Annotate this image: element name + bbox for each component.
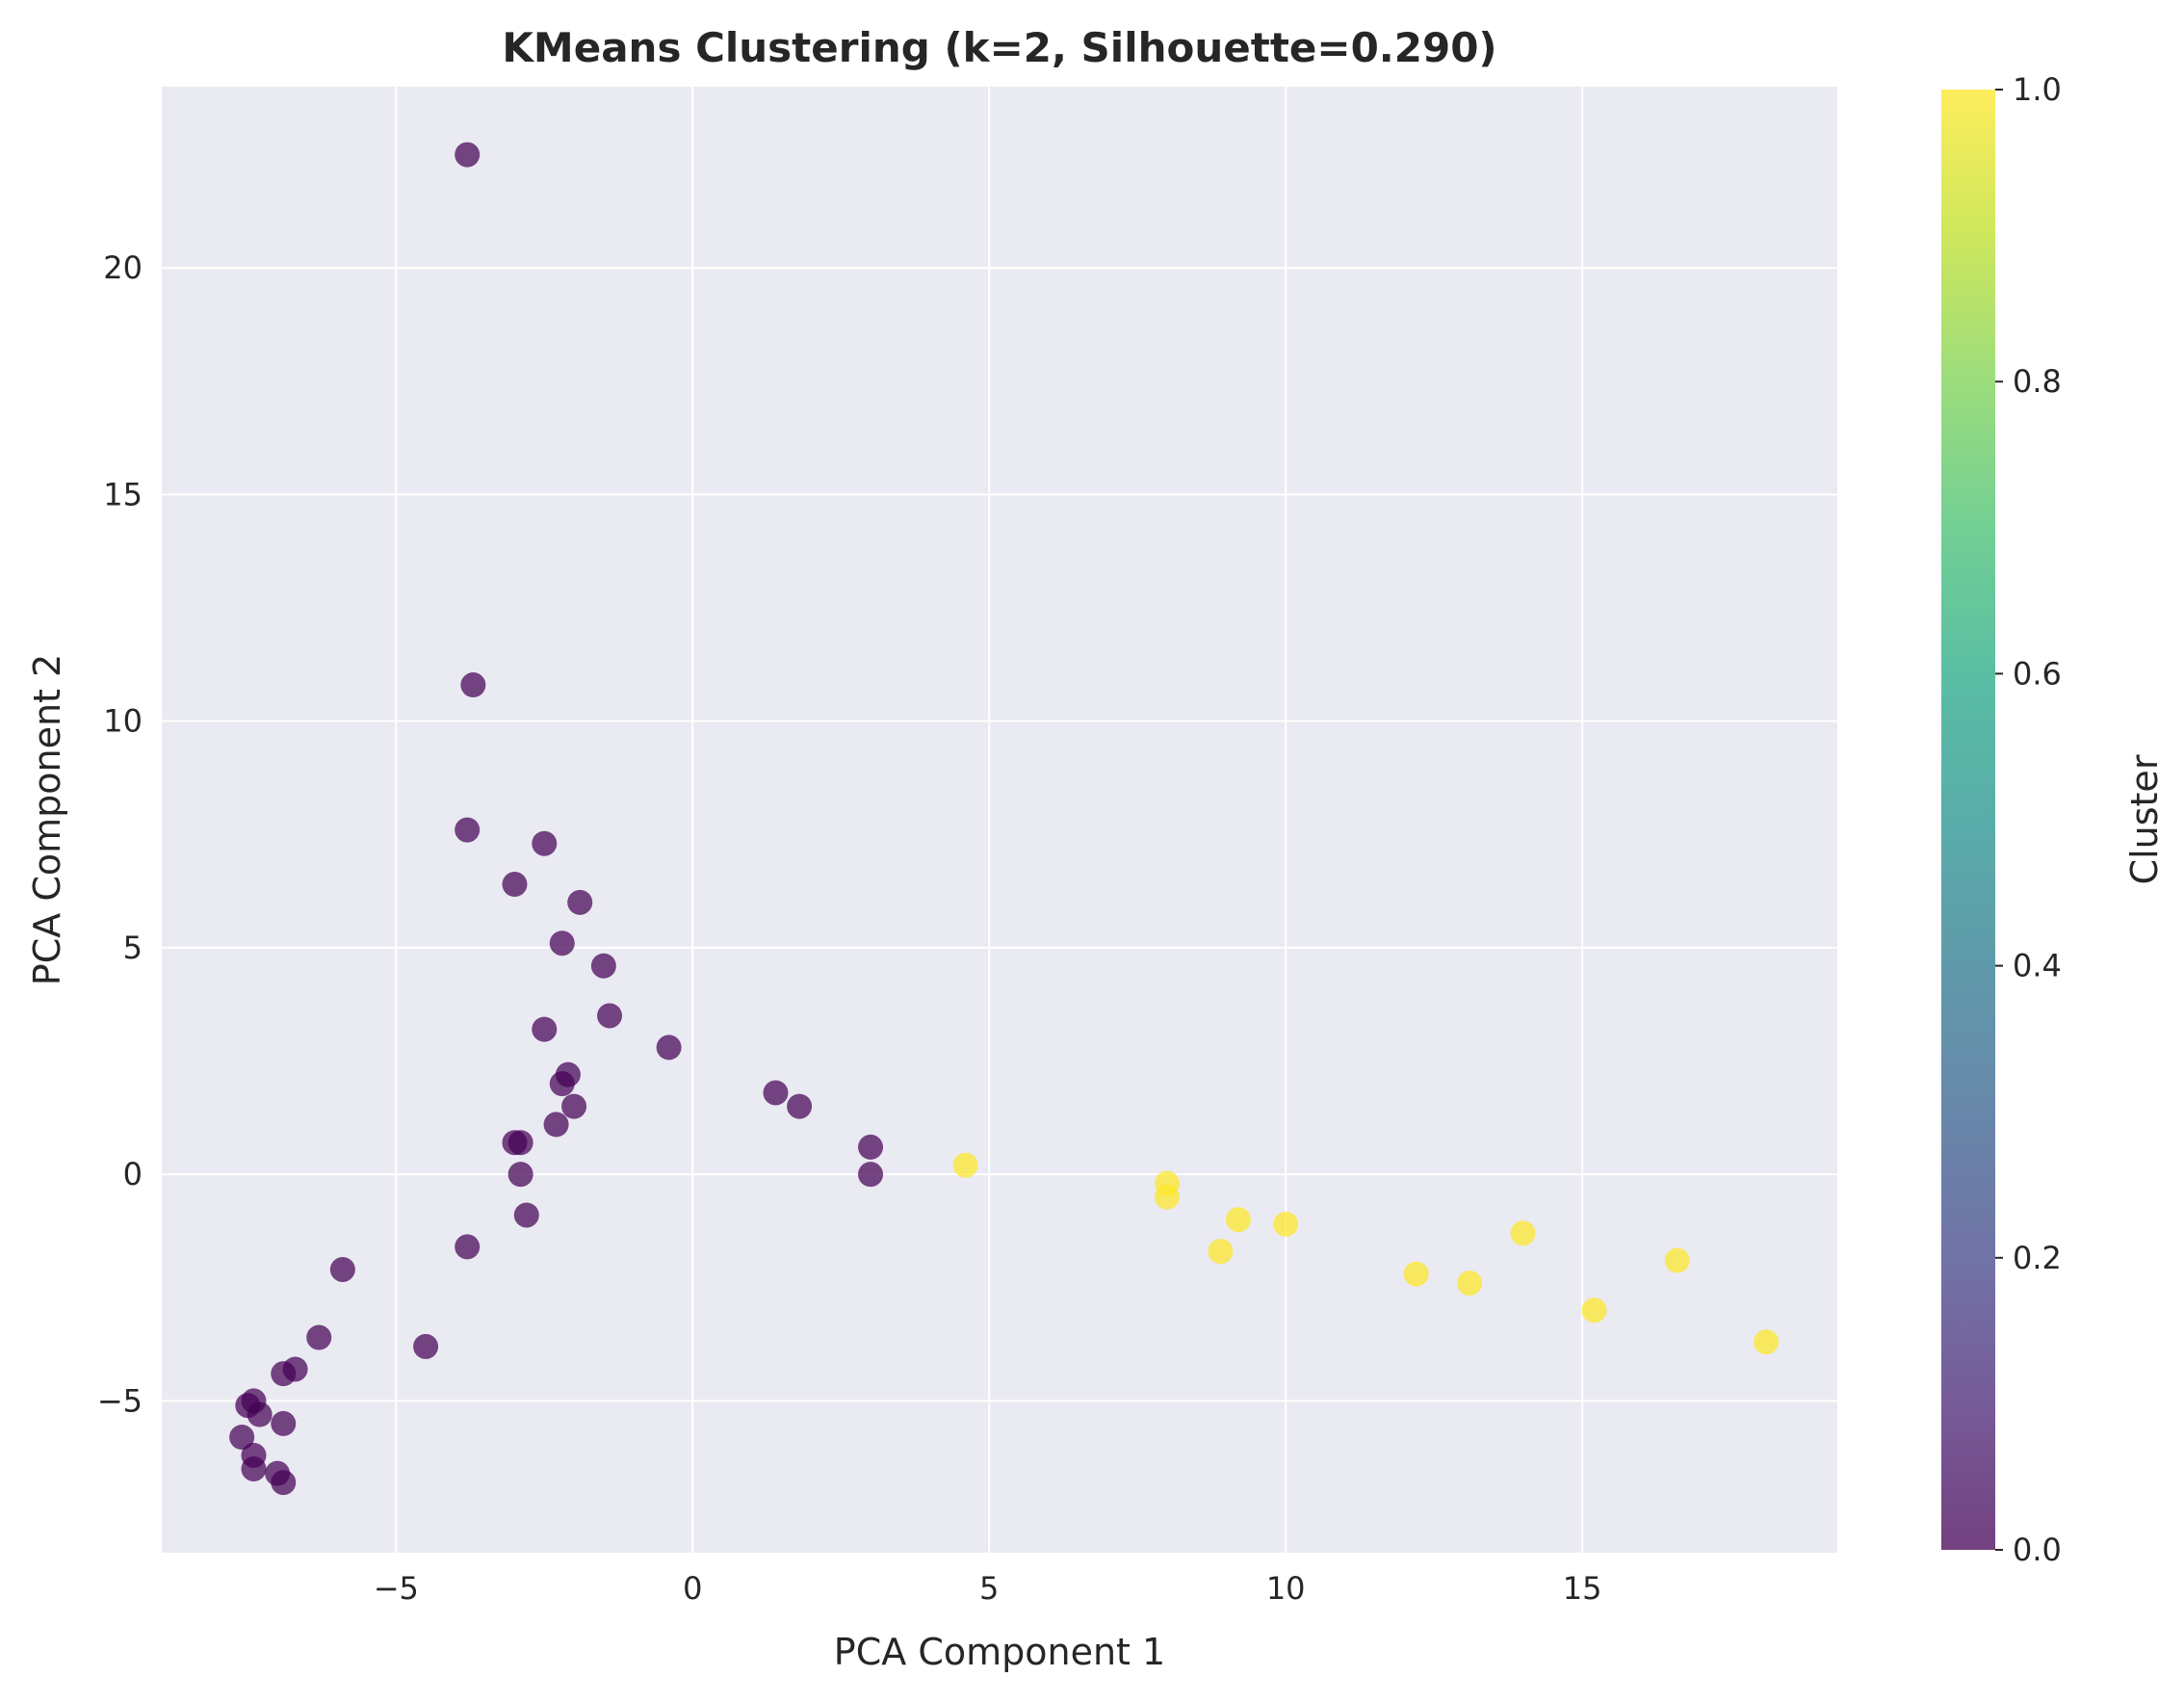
x-tick-label: 15 [1563,1570,1602,1607]
cluster-0-point [229,1425,255,1451]
cluster-0-point [455,142,481,168]
chart-title: KMeans Clustering (k=2, Silhouette=0.290… [502,24,1496,71]
colorbar-tick-label: 0.2 [2013,1240,2062,1276]
y-tick-label: 5 [123,930,143,966]
cluster-0-point [858,1134,884,1160]
cluster-1-point [1457,1271,1483,1297]
cluster-0-point [858,1162,884,1188]
colorbar-label: Cluster [2123,754,2166,884]
cluster-0-point [543,1112,569,1138]
cluster-0-point [549,1071,575,1097]
x-tick-label: 5 [979,1570,999,1607]
cluster-0-point [549,930,575,956]
cluster-0-point [656,1035,682,1061]
cluster-1-point [1581,1297,1607,1323]
cluster-0-point [460,672,486,698]
x-axis-label: PCA Component 1 [834,1631,1165,1673]
y-tick-label: 20 [103,249,143,286]
colorbar-tick-label: 0.6 [2013,655,2062,692]
cluster-1-point [1273,1211,1299,1237]
x-tick-label: −5 [374,1570,419,1607]
cluster-0-point [567,889,593,915]
y-tick-label: −5 [97,1382,143,1419]
cluster-0-point [513,1202,539,1228]
x-tick-label: 10 [1266,1570,1306,1607]
cluster-0-point [455,1234,481,1260]
cluster-0-point [271,1470,297,1496]
cluster-1-point [952,1152,978,1178]
cluster-0-point [787,1093,813,1119]
plot-area [162,87,1837,1553]
cluster-0-point [247,1402,273,1428]
y-ticks: −5 0 5 10 15 20 [97,249,143,1419]
colorbar-ticks: 0.0 0.2 0.4 0.6 0.8 1.0 [1995,71,2062,1568]
cluster-0-point [271,1410,297,1436]
scatter-points [229,142,1780,1496]
cluster-0-point [507,1162,533,1188]
grid [162,87,1837,1553]
cluster-0-point [306,1324,332,1350]
y-tick-label: 0 [123,1156,143,1192]
cluster-0-point [271,1361,297,1387]
cluster-0-point [532,1016,558,1042]
cluster-0-point [502,872,528,898]
cluster-0-point [597,1003,623,1029]
cluster-0-point [329,1256,355,1282]
cluster-0-point [532,830,558,856]
cluster-0-point [502,1130,528,1156]
colorbar-tick-label: 0.8 [2013,363,2062,400]
y-tick-label: 10 [103,703,143,740]
cluster-1-point [1403,1261,1429,1287]
x-ticks: −5 0 5 10 15 [374,1570,1602,1607]
y-tick-label: 15 [103,476,143,512]
cluster-0-point [413,1333,439,1359]
cluster-0-point [455,817,481,843]
cluster-0-point [241,1455,267,1481]
cluster-0-point [763,1080,789,1106]
cluster-1-point [1208,1239,1234,1265]
x-tick-label: 0 [683,1570,702,1607]
cluster-1-point [1510,1220,1536,1246]
cluster-0-point [561,1093,587,1119]
y-axis-label: PCA Component 2 [26,654,68,985]
cluster-0-point [590,953,616,979]
colorbar-tick-label: 1.0 [2013,71,2062,108]
colorbar-tick-label: 0.0 [2013,1532,2062,1568]
cluster-1-point [1225,1207,1251,1233]
cluster-1-point [1155,1184,1180,1210]
cluster-1-point [1664,1247,1690,1273]
cluster-1-point [1754,1329,1780,1355]
colorbar-tick-label: 0.4 [2013,948,2062,984]
colorbar [1941,90,1995,1550]
